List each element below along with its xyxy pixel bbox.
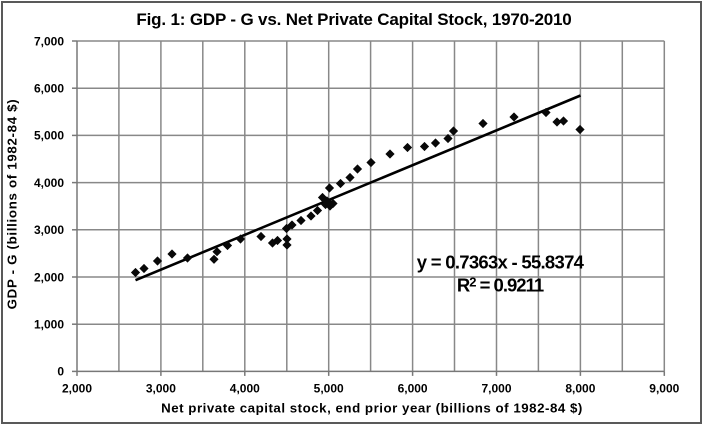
svg-text:9,000: 9,000: [649, 382, 679, 396]
svg-text:3,000: 3,000: [146, 382, 176, 396]
svg-text:2,000: 2,000: [34, 270, 64, 284]
svg-text:R2 = 0.9211: R2 = 0.9211: [457, 275, 544, 296]
svg-text:8,000: 8,000: [565, 382, 595, 396]
svg-text:2,000: 2,000: [62, 382, 92, 396]
svg-text:4,000: 4,000: [230, 382, 260, 396]
svg-text:6,000: 6,000: [34, 82, 64, 96]
svg-text:5,000: 5,000: [314, 382, 344, 396]
svg-text:0: 0: [57, 365, 64, 379]
svg-text:6,000: 6,000: [398, 382, 428, 396]
svg-text:7,000: 7,000: [34, 34, 64, 48]
svg-text:7,000: 7,000: [481, 382, 511, 396]
svg-text:y = 0.7363x - 55.8374: y = 0.7363x - 55.8374: [417, 252, 585, 273]
svg-text:5,000: 5,000: [34, 129, 64, 143]
svg-text:Net private capital stock, end: Net private capital stock, end prior yea…: [161, 401, 583, 416]
svg-text:4,000: 4,000: [34, 176, 64, 190]
svg-text:Fig. 1: GDP - G vs. Net Privat: Fig. 1: GDP - G vs. Net Private Capital …: [136, 10, 571, 29]
svg-text:1,000: 1,000: [34, 318, 64, 332]
svg-text:3,000: 3,000: [34, 223, 64, 237]
svg-text:GDP - G (billions of 1982-84 $: GDP - G (billions of 1982-84 $): [5, 99, 20, 310]
